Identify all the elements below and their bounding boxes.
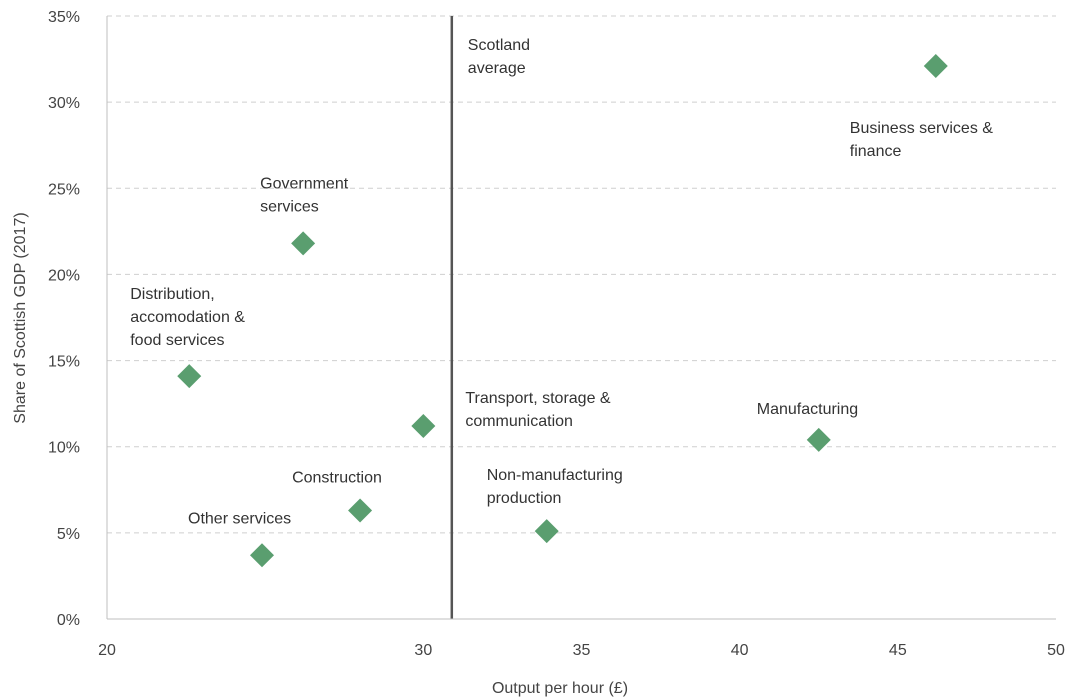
label-line: production	[487, 490, 562, 507]
data-point-label: Construction	[292, 469, 382, 486]
data-point-marker	[806, 427, 831, 452]
data-point-marker	[534, 519, 559, 544]
data-point-marker	[923, 53, 948, 78]
y-tick-label: 30%	[48, 95, 80, 112]
y-tick-label: 35%	[48, 9, 80, 26]
axes: 0% 5% 10% 15% 20% 25% 30% 35% 20 30 35 40 45 50	[48, 9, 1065, 659]
data-point-marker	[348, 498, 373, 523]
y-tick-label: 5%	[57, 526, 80, 543]
data-point-label: Government services	[260, 175, 349, 215]
data-point-label: Distribution, accomodation & food services	[130, 286, 245, 349]
data-point-label: Non-manufacturing production	[487, 467, 623, 507]
label-line: Non-manufacturing	[487, 467, 623, 484]
data-point-marker	[250, 543, 275, 568]
label-line: Distribution,	[130, 286, 214, 303]
label-line: Scotland	[468, 37, 530, 54]
x-tick-label: 45	[889, 642, 907, 659]
y-tick-label: 15%	[48, 354, 80, 371]
label-line: communication	[465, 413, 573, 430]
x-tick-label: 20	[98, 642, 116, 659]
data-points	[177, 53, 948, 568]
data-point-marker	[411, 414, 436, 439]
data-point-label: Transport, storage & communication	[465, 390, 611, 430]
gridlines	[107, 15, 1056, 534]
x-tick-label: 50	[1047, 642, 1065, 659]
x-tick-label: 40	[731, 642, 749, 659]
label-line: Manufacturing	[757, 401, 858, 418]
x-tick-label: 35	[573, 642, 591, 659]
label-line: services	[260, 198, 319, 215]
y-axis-title: Share of Scottish GDP (2017)	[12, 212, 29, 423]
label-line: food services	[130, 332, 224, 349]
label-line: accomodation &	[130, 309, 245, 326]
data-point-label: Other services	[188, 510, 291, 527]
label-line: Business services &	[850, 120, 993, 137]
scotland-average-label: Scotland average	[468, 37, 530, 77]
y-tick-label: 20%	[48, 267, 80, 284]
x-tick-label: 30	[414, 642, 432, 659]
label-line: Construction	[292, 469, 382, 486]
data-point-label: Business services & finance	[850, 120, 993, 160]
data-point-marker	[177, 364, 202, 389]
reference-line-group: Scotland average	[450, 16, 530, 619]
label-line: Transport, storage &	[465, 390, 611, 407]
data-point-label: Manufacturing	[757, 401, 858, 418]
y-tick-label: 25%	[48, 181, 80, 198]
y-tick-label: 0%	[57, 612, 80, 629]
point-labels: Business services & finance Government serv…	[130, 120, 993, 527]
label-line: average	[468, 60, 526, 77]
label-line: finance	[850, 143, 902, 160]
data-point-marker	[291, 231, 316, 256]
x-axis-title: Output per hour (£)	[492, 680, 628, 697]
label-line: Other services	[188, 510, 291, 527]
y-tick-label: 10%	[48, 440, 80, 457]
label-line: Government	[260, 175, 349, 192]
